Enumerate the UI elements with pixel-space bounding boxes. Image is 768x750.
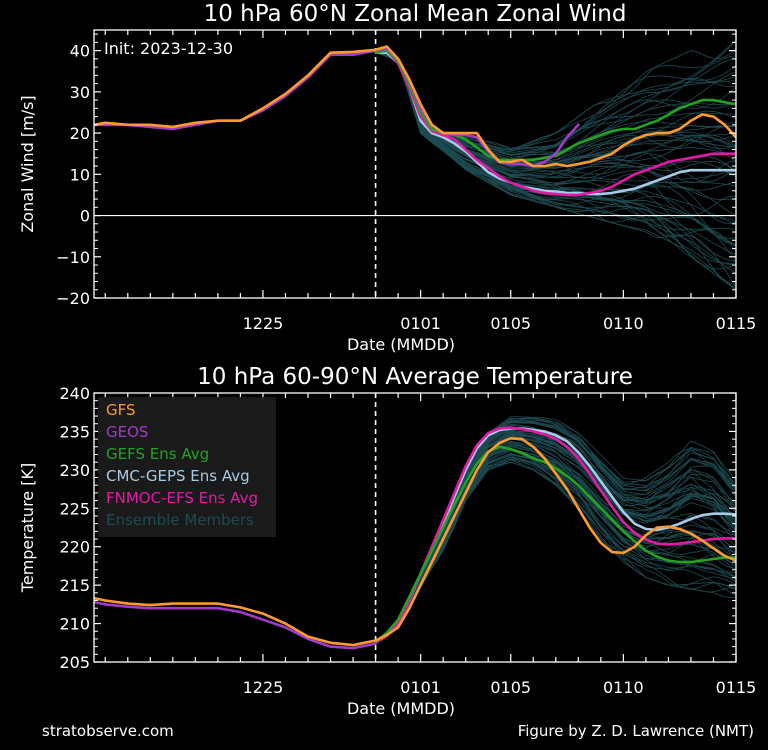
series-line-gfs — [94, 437, 736, 647]
y-tick-label: 225 — [59, 499, 90, 518]
ensemble-member-line — [375, 52, 736, 216]
x-tick-label: 0105 — [490, 314, 531, 333]
legend-entry: FNMOC-EFS Ens Avg — [106, 489, 258, 507]
ensemble-member-line — [375, 453, 736, 644]
ensemble-member-line — [375, 416, 736, 644]
y-tick-label: 40 — [70, 42, 90, 61]
ensemble-member-line — [375, 52, 736, 264]
y-axis-label: Temperature [K] — [18, 463, 37, 593]
y-tick-label: 220 — [59, 538, 90, 557]
y-tick-label: 30 — [70, 83, 90, 102]
series-line-fnmoc-efs-ens-avg — [374, 426, 736, 645]
x-tick-label: 0115 — [716, 314, 757, 333]
y-tick-label: 0 — [80, 207, 90, 226]
series-line-cmc-geps-ens-avg — [374, 51, 736, 196]
ensemble-member-line — [375, 52, 736, 168]
ensemble-members — [375, 39, 736, 291]
x-tick-label: 0110 — [603, 314, 644, 333]
x-tick-label: 1225 — [243, 678, 284, 697]
legend-entry: GEFS Ens Avg — [106, 445, 209, 463]
ensemble-member-line — [375, 52, 736, 224]
ensemble-member-line — [375, 52, 736, 168]
ensemble-member-line — [375, 52, 736, 231]
ensemble-member-line — [375, 52, 736, 285]
x-axis-label: Date (MMDD) — [347, 335, 455, 354]
y-tick-label: 10 — [70, 165, 90, 184]
init-annotation: Init: 2023-12-30 — [104, 39, 233, 58]
y-tick-label: 235 — [59, 422, 90, 441]
series-line-gfs — [94, 45, 736, 168]
y-tick-label: 230 — [59, 461, 90, 480]
y-tick-label: 210 — [59, 615, 90, 634]
ensemble-member-line — [375, 431, 736, 644]
series-line-gefs-ens-avg — [374, 445, 736, 644]
ensemble-member-line — [375, 52, 736, 183]
legend: GFS GEOS GEFS Ens Avg CMC-GEPS Ens Avg FNMOC… — [98, 397, 276, 537]
x-tick-label: 0115 — [716, 678, 757, 697]
y-tick-label: −10 — [56, 248, 90, 267]
plot-frame — [93, 29, 737, 299]
series-line-gefs-ens-avg — [374, 49, 736, 162]
series-line-fnmoc-efs-ens-avg — [374, 49, 736, 197]
legend-entry: GFS — [106, 401, 136, 419]
ensemble-member-line — [375, 426, 736, 644]
plot-frame — [93, 392, 737, 663]
plot-area — [94, 393, 736, 662]
ensemble-member-line — [375, 52, 736, 167]
x-axis-label: Date (MMDD) — [347, 699, 455, 718]
ensemble-member-line — [375, 457, 736, 644]
temperature-chart: 10 hPa 60-90°N Average Temperature 205 210… — [18, 364, 756, 718]
y-tick-label: 20 — [70, 124, 90, 143]
x-tick-label: 0110 — [603, 678, 644, 697]
site-credit: stratobserve.com — [42, 722, 174, 740]
chart-title: 10 hPa 60-90°N Average Temperature — [197, 364, 633, 390]
chart-title: 10 hPa 60°N Zonal Mean Zonal Wind — [204, 1, 627, 27]
ensemble-member-line — [375, 52, 736, 167]
x-tick-label: 0101 — [400, 314, 441, 333]
ensemble-member-line — [375, 421, 736, 644]
plot-area — [94, 30, 736, 298]
ensemble-member-line — [375, 52, 736, 169]
legend-entry: GEOS — [106, 423, 148, 441]
ensemble-member-line — [375, 52, 736, 191]
ensemble-member-line — [375, 52, 736, 179]
legend-entry: Ensemble Members — [106, 511, 254, 529]
x-tick-label: 0101 — [400, 678, 441, 697]
y-tick-label: 240 — [59, 384, 90, 403]
x-tick-label: 1225 — [243, 314, 284, 333]
author-credit: Figure by Z. D. Lawrence (NMT) — [517, 722, 754, 740]
y-tick-label: −20 — [56, 289, 90, 308]
legend-box — [98, 397, 276, 537]
ensemble-member-line — [375, 452, 736, 644]
ensemble-member-line — [375, 458, 736, 644]
y-axis-label: Zonal Wind [m/s] — [18, 95, 37, 232]
legend-entry: CMC-GEPS Ens Avg — [106, 467, 250, 485]
x-tick-label: 0105 — [490, 678, 531, 697]
ensemble-member-line — [375, 52, 736, 160]
ensemble-member-line — [375, 431, 736, 644]
y-tick-label: 215 — [59, 576, 90, 595]
series-line-geos — [94, 600, 377, 650]
y-tick-label: 205 — [59, 653, 90, 672]
ensemble-member-line — [375, 52, 736, 169]
ensemble-member-line — [375, 52, 736, 167]
zonal-wind-chart: 10 hPa 60°N Zonal Mean Zonal Wind −20 −10 0… — [18, 1, 756, 354]
